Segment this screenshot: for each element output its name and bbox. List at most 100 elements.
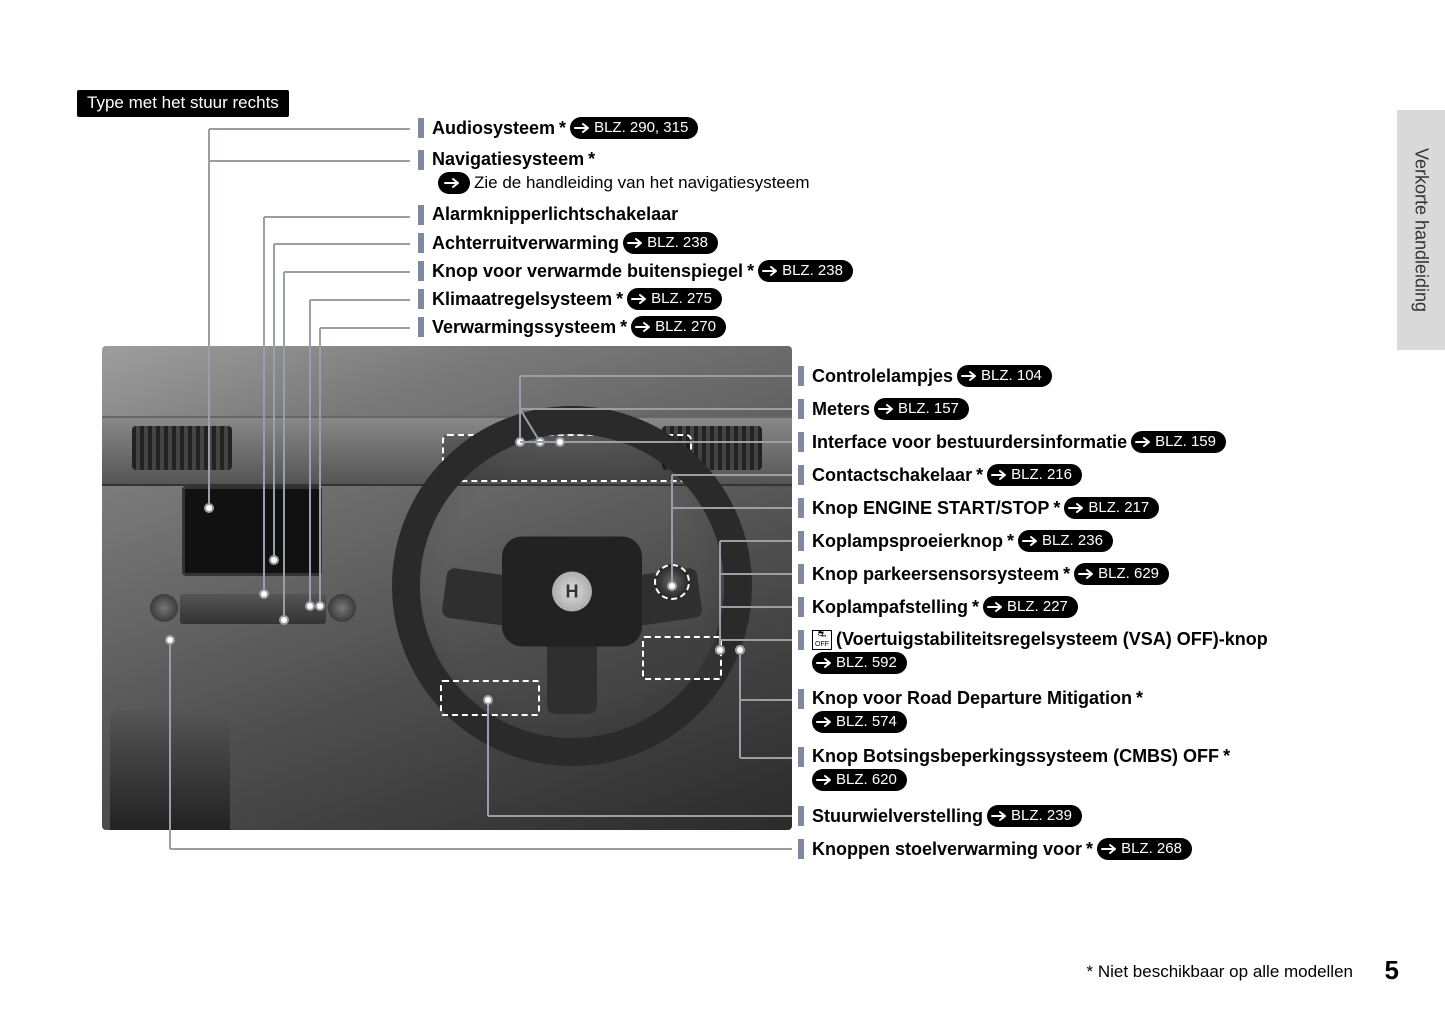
callout-label: Koplampsproeierknop (812, 531, 1003, 552)
callout-right-12: Knoppen stoelverwarming voor* BLZ. 268 (798, 838, 1192, 860)
page-number: 5 (1385, 955, 1399, 986)
note-arrow-pill (438, 172, 470, 194)
callout-top-1: Navigatiesysteem* Zie de handleiding van … (418, 149, 810, 194)
callout-right-10: Knop Botsingsbeperkingssysteem (CMBS) OF… (798, 746, 1230, 791)
callout-label: Verwarmingssysteem (432, 317, 616, 338)
callout-right-0: Controlelampjes BLZ. 104 (798, 365, 1052, 387)
honda-logo: H (552, 572, 592, 612)
callout-bar (418, 233, 424, 253)
callout-bar (798, 689, 804, 709)
callout-label: Knop parkeersensorsysteem (812, 564, 1059, 585)
callout-right-6: Knop parkeersensorsysteem* BLZ. 629 (798, 563, 1169, 585)
callout-label: Knop Botsingsbeperkingssysteem (CMBS) OF… (812, 746, 1219, 767)
callout-top-6: Verwarmingssysteem* BLZ. 270 (418, 316, 726, 338)
callout-label: Meters (812, 399, 870, 420)
callout-top-5: Klimaatregelsysteem* BLZ. 275 (418, 288, 722, 310)
center-button-row (180, 594, 326, 624)
engine-start-button (654, 564, 690, 600)
callout-right-7: Koplampafstelling* BLZ. 227 (798, 596, 1078, 618)
type-label-badge: Type met het stuur rechts (77, 90, 289, 117)
page-reference-pill: BLZ. 159 (1131, 431, 1226, 453)
callout-right-3: Contactschakelaar* BLZ. 216 (798, 464, 1082, 486)
callout-top-0: Audiosysteem* BLZ. 290, 315 (418, 117, 698, 139)
page-reference-pill: BLZ. 290, 315 (570, 117, 698, 139)
page-reference-pill: BLZ. 236 (1018, 530, 1113, 552)
page-reference-pill: BLZ. 239 (987, 805, 1082, 827)
asterisk: * (588, 149, 595, 170)
type-label-text: Type met het stuur rechts (87, 93, 279, 112)
callout-bar (418, 289, 424, 309)
callout-bar (418, 205, 424, 225)
section-tab-label: Verkorte handleiding (1411, 148, 1432, 312)
callout-label: Interface voor bestuurdersinformatie (812, 432, 1127, 453)
callout-label: Knop ENGINE START/STOP (812, 498, 1049, 519)
manual-page: Verkorte handleiding Type met het stuur … (0, 0, 1445, 1018)
callout-label: Controlelampjes (812, 366, 953, 387)
callout-label: Knop voor verwarmde buitenspiegel (432, 261, 743, 282)
callout-right-5: Koplampsproeierknop* BLZ. 236 (798, 530, 1113, 552)
callout-bar (418, 118, 424, 138)
callout-label: Navigatiesysteem (432, 149, 584, 170)
asterisk: * (976, 465, 983, 486)
callout-bar (798, 432, 804, 452)
callout-right-9: Knop voor Road Departure Mitigation*BLZ.… (798, 688, 1143, 733)
callout-label: Audiosysteem (432, 118, 555, 139)
asterisk: * (1063, 564, 1070, 585)
asterisk: * (559, 118, 566, 139)
callout-top-2: Alarmknipperlichtschakelaar (418, 204, 678, 225)
asterisk: * (747, 261, 754, 282)
page-reference-pill: BLZ. 216 (987, 464, 1082, 486)
page-reference-pill: BLZ. 270 (631, 316, 726, 338)
callout-label: (Voertuigstabiliteitsregelsysteem (VSA) … (836, 629, 1268, 650)
infotainment-screen (182, 486, 322, 576)
page-reference-pill: BLZ. 238 (623, 232, 718, 254)
page-reference-pill: BLZ. 574 (812, 711, 907, 733)
page-reference-pill: BLZ. 629 (1074, 563, 1169, 585)
callout-bar (418, 261, 424, 281)
callout-label: Contactschakelaar (812, 465, 972, 486)
callout-label: Stuurwielverstelling (812, 806, 983, 827)
callout-right-11: Stuurwielverstelling BLZ. 239 (798, 805, 1082, 827)
vent-left (132, 426, 232, 470)
climate-knob-right (328, 594, 356, 622)
callout-bar (798, 399, 804, 419)
page-reference-pill: BLZ. 227 (983, 596, 1078, 618)
callout-right-8: ⛐OFF (Voertuigstabiliteitsregelsysteem (… (798, 629, 1268, 674)
page-reference-pill: BLZ. 275 (627, 288, 722, 310)
callout-label: Koplampafstelling (812, 597, 968, 618)
asterisk: * (972, 597, 979, 618)
callout-bar (798, 806, 804, 826)
callout-label: Klimaatregelsysteem (432, 289, 612, 310)
section-tab: Verkorte handleiding (1397, 110, 1445, 350)
steering-tilt-lever (440, 680, 540, 716)
callout-bar (798, 564, 804, 584)
callout-bar (798, 597, 804, 617)
callout-bar (798, 839, 804, 859)
page-reference-pill: BLZ. 620 (812, 769, 907, 791)
dashboard-illustration: H (102, 346, 792, 830)
asterisk: * (1053, 498, 1060, 519)
callout-label: Knoppen stoelverwarming voor (812, 839, 1082, 860)
switch-panel (642, 636, 722, 680)
page-reference-pill: BLZ. 104 (957, 365, 1052, 387)
asterisk: * (1223, 746, 1230, 767)
callout-label: Knop voor Road Departure Mitigation (812, 688, 1132, 709)
callout-bar (418, 317, 424, 337)
callout-top-3: Achterruitverwarming BLZ. 238 (418, 232, 718, 254)
asterisk: * (1007, 531, 1014, 552)
asterisk: * (616, 289, 623, 310)
callout-note: Zie de handleiding van het navigatiesyst… (474, 173, 810, 193)
page-reference-pill: BLZ. 592 (812, 652, 907, 674)
callout-bar (798, 465, 804, 485)
asterisk: * (1086, 839, 1093, 860)
callout-bar (798, 630, 804, 650)
page-reference-pill: BLZ. 238 (758, 260, 853, 282)
asterisk: * (620, 317, 627, 338)
climate-knob-left (150, 594, 178, 622)
footnote: * Niet beschikbaar op alle modellen (1087, 962, 1354, 982)
callout-top-4: Knop voor verwarmde buitenspiegel* BLZ. … (418, 260, 853, 282)
callout-bar (798, 498, 804, 518)
callout-bar (418, 150, 424, 170)
vsa-off-icon: ⛐OFF (812, 630, 832, 650)
page-reference-pill: BLZ. 268 (1097, 838, 1192, 860)
